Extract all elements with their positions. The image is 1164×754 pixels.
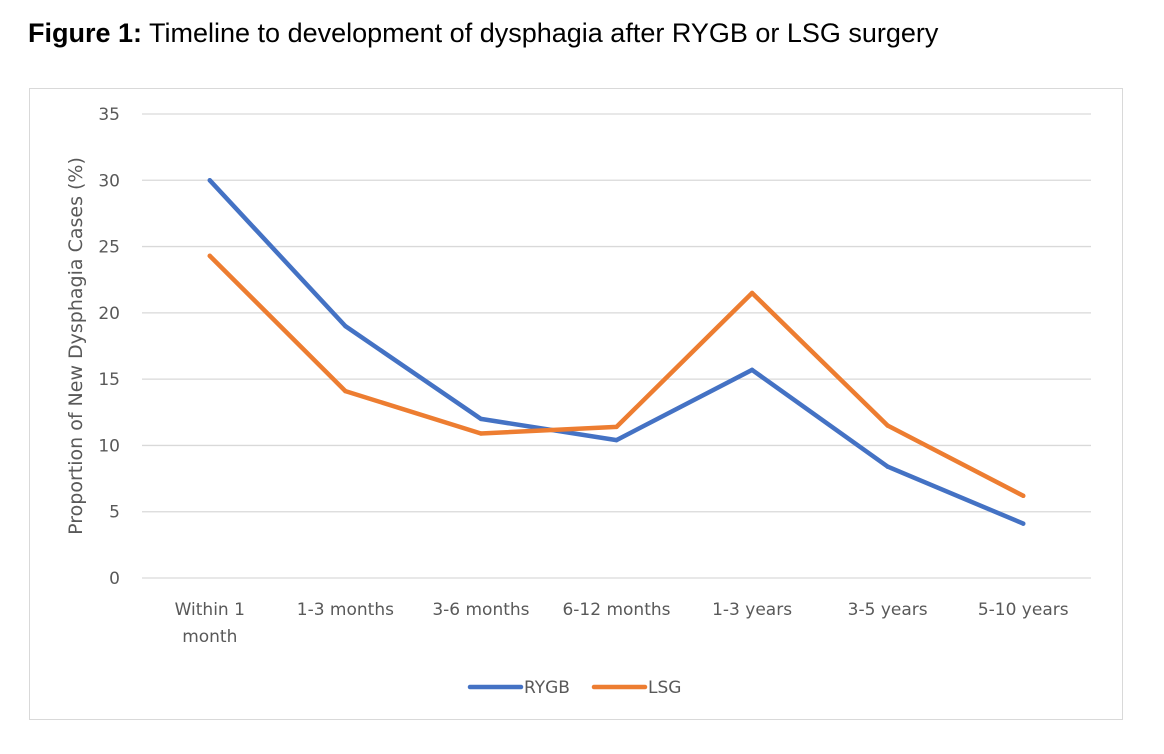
data-point-rygb [614,437,619,443]
data-point-lsg [343,388,348,394]
x-tick-label-line: month [182,627,237,647]
x-tick-label-line: 5-10 years [978,600,1069,620]
x-tick-label-line: 1-3 months [297,600,394,620]
series-line-lsg [207,253,1026,499]
data-point-lsg [207,253,212,259]
series-lines [207,178,1026,526]
x-tick-label: 5-10 years [978,600,1069,620]
legend-item-lsg: LSG [591,678,681,698]
chart-frame [29,88,1123,720]
x-tick-label: Within 1 month [175,600,245,647]
x-tick-label-line: 3-6 months [432,600,529,620]
data-point-rygb [1021,521,1026,526]
data-point-lsg [1021,493,1026,499]
gridlines [142,113,1091,579]
x-axis-tick-labels: Within 1 month 1-3 months 3-6 months 6-12 mo… [175,600,1069,647]
legend-label: LSG [648,678,681,698]
x-tick-label: 3-5 years [848,600,928,620]
legend-item-rygb: RYGB [467,678,570,698]
series-line-rygb [207,178,1026,526]
y-tick-label: 20 [98,304,120,324]
figure-title: Figure 1: Timeline to development of dys… [28,18,938,49]
data-point-lsg [614,424,619,430]
x-tick-label: 6-12 months [562,600,670,620]
data-point-rygb [885,464,890,469]
data-point-lsg [885,423,890,428]
x-tick-label-line: 1-3 years [712,600,792,620]
x-tick-label-line: Within 1 [175,600,245,620]
y-axis-tick-labels: 0 5 10 15 20 25 30 35 [98,105,120,589]
data-point-lsg [478,431,484,436]
figure-label: Figure 1: [28,18,143,48]
data-point-rygb [478,416,484,422]
legend-label: RYGB [524,678,570,698]
data-point-lsg [749,290,755,296]
y-tick-label: 30 [98,171,120,191]
y-tick-label: 5 [109,503,120,523]
y-tick-label: 0 [109,569,120,589]
x-tick-label-line: 6-12 months [562,600,670,620]
y-tick-label: 25 [98,238,120,258]
y-tick-label: 10 [98,436,120,456]
data-point-rygb [749,367,755,373]
y-tick-label: 35 [98,105,120,125]
data-point-rygb [207,178,212,183]
y-axis-label: Proportion of New Dysphagia Cases (%) [65,157,87,535]
x-tick-label-line: 3-5 years [848,600,928,620]
x-tick-label: 1-3 months [297,600,394,620]
y-tick-label: 15 [98,370,120,390]
x-tick-label: 3-6 months [432,600,529,620]
data-point-rygb [343,323,348,329]
figure-caption: Timeline to development of dysphagia aft… [149,18,939,48]
legend: RYGB LSG [467,678,681,698]
x-tick-label: 1-3 years [712,600,792,620]
